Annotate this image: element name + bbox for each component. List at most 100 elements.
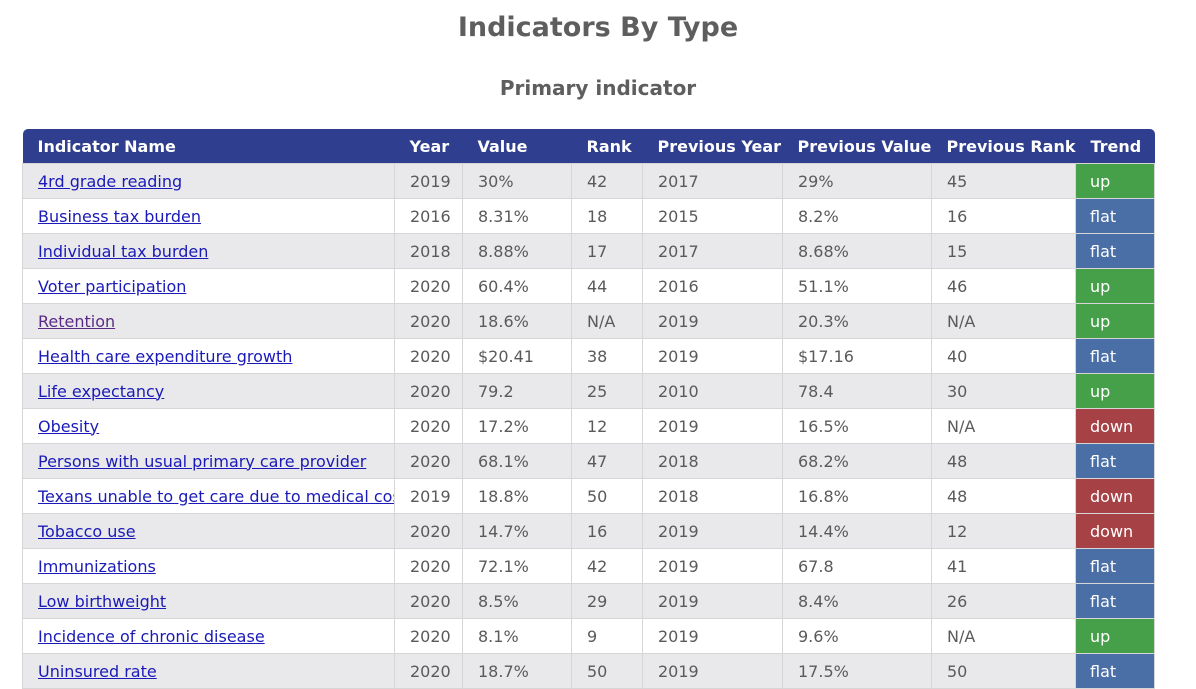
previous-value-cell: $17.16 (782, 338, 932, 374)
previous-rank-cell: 15 (931, 233, 1076, 269)
previous-rank-cell: 50 (931, 653, 1076, 689)
indicator-name-cell: Obesity (22, 408, 395, 444)
previous-value-cell: 20.3% (782, 303, 932, 339)
previous-year-cell: 2018 (642, 478, 783, 514)
indicator-link[interactable]: Low birthweight (38, 591, 167, 611)
indicator-link[interactable]: Texans unable to get care due to medical… (38, 486, 395, 506)
value-cell: 68.1% (462, 443, 572, 479)
rank-cell: N/A (571, 303, 643, 339)
table-row: Obesity 2020 17.2% 12 2019 16.5% N/A down (22, 408, 1155, 444)
previous-value-cell: 67.8 (782, 548, 932, 584)
rank-cell: 50 (571, 653, 643, 689)
previous-year-cell: 2017 (642, 163, 783, 199)
year-cell: 2020 (394, 338, 463, 374)
section-title: Primary indicator (499, 76, 697, 100)
table-row: Life expectancy 2020 79.2 25 2010 78.4 30 up (22, 373, 1155, 409)
previous-rank-cell: N/A (931, 408, 1076, 444)
previous-rank-cell: 41 (931, 548, 1076, 584)
previous-value-cell: 68.2% (782, 443, 932, 479)
previous-rank-cell: 30 (931, 373, 1076, 409)
indicator-link[interactable]: Immunizations (38, 556, 156, 576)
indicator-link[interactable]: Individual tax burden (38, 241, 209, 261)
year-cell: 2020 (394, 408, 463, 444)
indicator-link[interactable]: Business tax burden (38, 206, 202, 226)
previous-rank-cell: N/A (931, 618, 1076, 654)
indicator-link[interactable]: Voter participation (38, 276, 187, 296)
year-cell: 2019 (394, 163, 463, 199)
value-cell: 8.5% (462, 583, 572, 619)
value-cell: 8.1% (462, 618, 572, 654)
trend-badge: flat (1075, 233, 1155, 269)
header-indicator-name[interactable]: Indicator Name (22, 129, 395, 164)
previous-year-cell: 2019 (642, 548, 783, 584)
trend-badge: flat (1075, 548, 1155, 584)
year-cell: 2020 (394, 443, 463, 479)
indicator-link[interactable]: Obesity (38, 416, 100, 436)
previous-value-cell: 8.4% (782, 583, 932, 619)
rank-cell: 47 (571, 443, 643, 479)
table-row: Low birthweight 2020 8.5% 29 2019 8.4% 26 flat (22, 583, 1155, 619)
indicator-link[interactable]: Uninsured rate (38, 661, 157, 681)
table-row: Persons with usual primary care provider… (22, 443, 1155, 479)
trend-badge: flat (1075, 653, 1155, 689)
previous-year-cell: 2019 (642, 408, 783, 444)
rank-cell: 42 (571, 548, 643, 584)
indicator-link[interactable]: Health care expenditure growth (38, 346, 293, 366)
value-cell: $20.41 (462, 338, 572, 374)
indicator-link[interactable]: 4rd grade reading (38, 171, 183, 191)
table-row: Retention 2020 18.6% N/A 2019 20.3% N/A up (22, 303, 1155, 339)
rank-cell: 25 (571, 373, 643, 409)
table-row: Uninsured rate 2020 18.7% 50 2019 17.5% 50 flat (22, 653, 1155, 689)
indicator-name-cell: Health care expenditure growth (22, 338, 395, 374)
year-cell: 2020 (394, 373, 463, 409)
trend-badge: up (1075, 268, 1155, 304)
indicator-link[interactable]: Tobacco use (38, 521, 136, 541)
indicator-link[interactable]: Life expectancy (38, 381, 165, 401)
table-row: Business tax burden 2016 8.31% 18 2015 8.2% 16… (22, 198, 1155, 234)
year-cell: 2020 (394, 548, 463, 584)
year-cell: 2020 (394, 653, 463, 689)
previous-rank-cell: 48 (931, 443, 1076, 479)
trend-badge: up (1075, 303, 1155, 339)
indicator-name-cell: Individual tax burden (22, 233, 395, 269)
trend-badge: flat (1075, 198, 1155, 234)
value-cell: 30% (462, 163, 572, 199)
indicator-name-cell: Immunizations (22, 548, 395, 584)
previous-value-cell: 17.5% (782, 653, 932, 689)
header-trend[interactable]: Trend (1075, 129, 1155, 164)
value-cell: 18.8% (462, 478, 572, 514)
previous-rank-cell: 12 (931, 513, 1076, 549)
table-row: Incidence of chronic disease 2020 8.1% 9 201… (22, 618, 1155, 654)
previous-year-cell: 2016 (642, 268, 783, 304)
header-year[interactable]: Year (394, 129, 463, 164)
table-header-row: Indicator Name Year Value Rank Previous … (22, 129, 1155, 164)
header-value[interactable]: Value (462, 129, 572, 164)
previous-year-cell: 2015 (642, 198, 783, 234)
trend-badge: flat (1075, 583, 1155, 619)
value-cell: 72.1% (462, 548, 572, 584)
previous-value-cell: 8.68% (782, 233, 932, 269)
trend-badge: up (1075, 163, 1155, 199)
value-cell: 60.4% (462, 268, 572, 304)
table-row: Tobacco use 2020 14.7% 16 2019 14.4% 12 down (22, 513, 1155, 549)
previous-year-cell: 2019 (642, 338, 783, 374)
header-previous-rank[interactable]: Previous Rank (931, 129, 1076, 164)
indicator-name-cell: Business tax burden (22, 198, 395, 234)
header-previous-year[interactable]: Previous Year (642, 129, 783, 164)
previous-rank-cell: 45 (931, 163, 1076, 199)
header-previous-value[interactable]: Previous Value (782, 129, 932, 164)
table-row: Health care expenditure growth 2020 $20.41… (22, 338, 1155, 374)
rank-cell: 44 (571, 268, 643, 304)
value-cell: 14.7% (462, 513, 572, 549)
indicator-link[interactable]: Incidence of chronic disease (38, 626, 265, 646)
year-cell: 2018 (394, 233, 463, 269)
value-cell: 17.2% (462, 408, 572, 444)
table-row: 4rd grade reading 2019 30% 42 2017 29% 45 up (22, 163, 1155, 199)
indicator-link[interactable]: Retention (38, 311, 116, 331)
indicator-name-cell: Uninsured rate (22, 653, 395, 689)
previous-value-cell: 16.5% (782, 408, 932, 444)
indicator-link[interactable]: Persons with usual primary care provider (38, 451, 367, 471)
table-row: Voter participation 2020 60.4% 44 2016 51.1% 4… (22, 268, 1155, 304)
header-rank[interactable]: Rank (571, 129, 643, 164)
previous-value-cell: 8.2% (782, 198, 932, 234)
